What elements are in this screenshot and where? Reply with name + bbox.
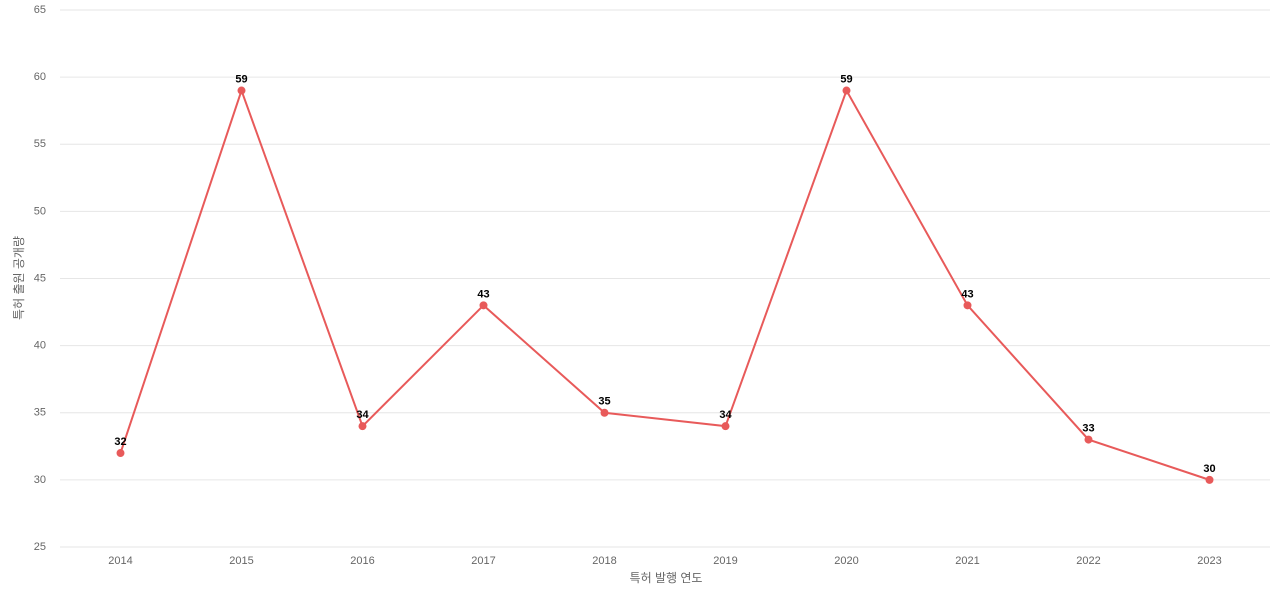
data-label: 43 [961, 288, 973, 300]
point [479, 301, 488, 310]
data-label: 35 [598, 396, 610, 408]
x-tick-label: 2020 [834, 555, 858, 567]
data-label: 32 [114, 436, 126, 448]
x-tick-label: 2019 [713, 555, 737, 567]
x-axis-title: 특허 발행 연도 [630, 570, 703, 585]
point [358, 422, 367, 431]
y-tick-label: 45 [34, 272, 46, 284]
point [600, 408, 609, 417]
point [1084, 435, 1093, 444]
line [119, 87, 1210, 481]
point [963, 301, 972, 310]
y-tick-label: 25 [34, 541, 46, 553]
x-tick-label: 2014 [108, 555, 132, 567]
data-label: 59 [840, 73, 852, 85]
x-tick-label: 2021 [955, 555, 979, 567]
data-label: 34 [719, 409, 732, 421]
data-label: 34 [356, 409, 369, 421]
y-tick-label: 65 [34, 4, 46, 16]
y-tick-label: 60 [34, 71, 46, 83]
point [1205, 475, 1214, 484]
x-tick-label: 2016 [350, 555, 374, 567]
point [237, 86, 246, 95]
data-label: 59 [235, 73, 247, 85]
x-tick-label: 2015 [229, 555, 253, 567]
x-tick-label: 2018 [592, 555, 616, 567]
y-tick-label: 55 [34, 138, 46, 150]
y-tick-label: 40 [34, 340, 46, 352]
point [842, 86, 851, 95]
point [721, 422, 730, 431]
x-tick-label: 2023 [1197, 555, 1221, 567]
data-label: 30 [1203, 463, 1215, 475]
point [116, 449, 125, 458]
y-tick-label: 50 [34, 205, 46, 217]
x-tick-label: 2017 [471, 555, 495, 567]
y-tick-label: 30 [34, 474, 46, 486]
y-axis-title: 특허 출원 공개량 [12, 236, 26, 320]
y-tick-label: 35 [34, 407, 46, 419]
data-label: 43 [477, 288, 489, 300]
x-tick-label: 2022 [1076, 555, 1100, 567]
data-label: 33 [1082, 423, 1094, 435]
